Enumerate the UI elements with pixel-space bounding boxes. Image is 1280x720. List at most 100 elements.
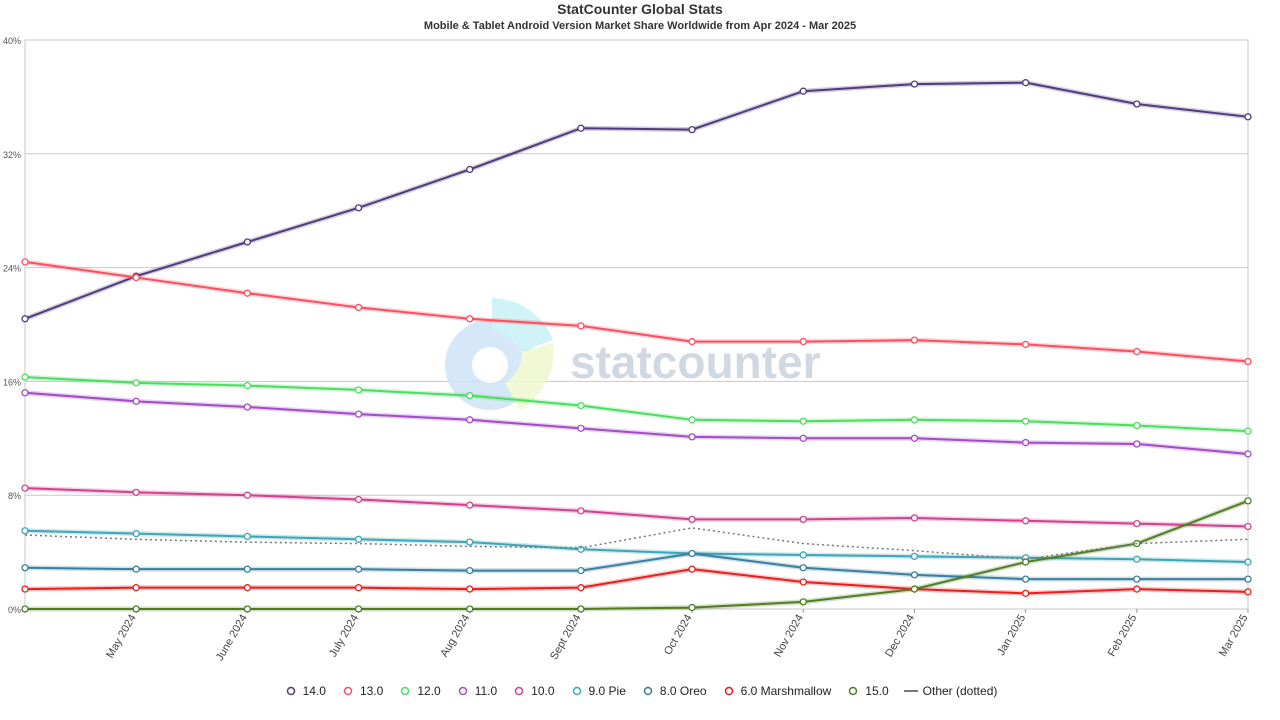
data-point-15-0 (799, 598, 807, 606)
data-point-10-0 (132, 488, 140, 497)
data-point-10-0 (21, 484, 29, 492)
line-chart: statcounter 0% 8% 16% 24% 32% 40% May 2024 June… (3, 36, 1252, 664)
legend-label: 14.0 (302, 684, 326, 698)
data-point-6-0-marshmallow (132, 584, 140, 592)
series-line-12-0 (24, 376, 1249, 433)
data-point-11-0 (688, 433, 696, 441)
data-point-11-0 (132, 397, 140, 405)
y-tick-label: 24% (3, 264, 21, 274)
data-point-9-0-pie (21, 527, 29, 535)
series-line-15-0 (25, 499, 1249, 610)
legend-label: 10.0 (531, 684, 555, 698)
legend-marker (286, 686, 295, 696)
legend-item[interactable]: 15.0 (845, 684, 889, 698)
data-point-12-0 (466, 391, 474, 400)
legend-label: 11.0 (474, 684, 498, 698)
y-tick-label: 8% (8, 491, 21, 501)
data-point-15-0 (910, 585, 919, 593)
data-point-15-0 (466, 605, 474, 613)
series-line-6-0-marshmallow (24, 568, 1249, 595)
data-point-8-0-oreo (688, 549, 696, 558)
data-point-14-0 (577, 124, 585, 132)
data-point-15-0 (577, 605, 585, 613)
series-line-11-0 (24, 391, 1249, 455)
data-point-6-0-marshmallow (21, 585, 29, 593)
legend-item[interactable]: 10.0 (511, 684, 555, 698)
data-point-14-0 (688, 125, 696, 134)
x-tick-label: Nov 2024 (772, 613, 806, 660)
x-tick-label: June 2024 (214, 613, 250, 664)
data-point-12-0 (910, 416, 919, 424)
data-point-13-0 (132, 273, 140, 282)
x-tick-label: Aug 2024 (438, 613, 472, 660)
data-point-12-0 (243, 382, 252, 390)
x-tick-label: Sept 2024 (548, 613, 583, 662)
series-line-13-0 (24, 260, 1249, 363)
data-point-10-0 (688, 515, 696, 524)
data-point-12-0 (21, 373, 29, 381)
data-point-6-0-marshmallow (354, 584, 363, 592)
data-point-10-0 (466, 501, 474, 509)
y-tick-label: 40% (3, 36, 21, 46)
data-point-9-0-pie (799, 551, 807, 559)
watermark-logo-cyan (492, 298, 553, 352)
data-point-8-0-oreo (1133, 575, 1141, 583)
watermark-logo-yellow (505, 343, 554, 410)
data-point-12-0 (354, 386, 363, 394)
x-tick-label: May 2024 (104, 613, 139, 661)
data-point-6-0-marshmallow (688, 565, 696, 573)
data-point-11-0 (354, 410, 363, 418)
x-tick-label: Feb 2025 (1106, 613, 1140, 659)
data-point-11-0 (1021, 438, 1030, 447)
y-tick-label: 32% (3, 150, 21, 160)
data-point-14-0 (354, 204, 363, 212)
data-point-6-0-marshmallow (1244, 588, 1252, 596)
data-point-14-0 (243, 238, 252, 246)
data-point-8-0-oreo (243, 565, 252, 573)
watermark-logo-hole (472, 347, 508, 383)
legend-item[interactable]: 8.0 Oreo (640, 684, 707, 698)
legend-label: Other (dotted) (922, 684, 998, 698)
legend-marker (724, 686, 733, 696)
watermark-text: statcounter (570, 336, 821, 388)
legend-label: 12.0 (417, 684, 441, 698)
legend-item[interactable]: 9.0 Pie (569, 684, 626, 698)
data-point-8-0-oreo (466, 566, 474, 575)
data-point-13-0 (243, 289, 252, 297)
data-point-12-0 (1133, 421, 1141, 430)
legend-item[interactable]: 13.0 (340, 684, 383, 698)
chart-subtitle: Mobile & Tablet Android Version Market S… (423, 20, 857, 32)
legend-item[interactable]: 12.0 (397, 684, 441, 698)
data-point-6-0-marshmallow (1021, 589, 1030, 598)
data-point-14-0 (799, 87, 807, 95)
x-tick-label: Dec 2024 (883, 613, 917, 660)
legend-marker (514, 686, 524, 696)
legend-item[interactable]: 11.0 (455, 684, 497, 698)
x-tick-label: Oct 2024 (662, 613, 695, 658)
x-tick-label: Mar 2025 (1217, 613, 1251, 659)
series-line-8-0-oreo (24, 552, 1248, 581)
legend-item[interactable]: Other (dotted) (903, 684, 998, 698)
chart-legend: 14.0 13.0 12.0 11.0 10.0 9.0 Pie 8.0 Oreo 6.0 M… (0, 684, 1280, 698)
data-point-13-0 (1021, 340, 1030, 349)
data-point-15-0 (21, 605, 29, 613)
data-point-10-0 (1244, 522, 1252, 531)
data-point-9-0-pie (466, 538, 474, 546)
legend-item[interactable]: 6.0 Marshmallow (721, 684, 831, 698)
data-point-12-0 (1021, 417, 1030, 425)
data-point-10-0 (799, 515, 807, 524)
data-point-12-0 (688, 416, 696, 424)
data-point-11-0 (466, 416, 474, 424)
data-point-13-0 (799, 337, 807, 346)
data-point-10-0 (243, 491, 252, 499)
data-point-6-0-marshmallow (577, 584, 585, 592)
data-point-10-0 (1133, 520, 1141, 528)
data-point-13-0 (466, 315, 474, 323)
legend-item[interactable]: 14.0 (283, 684, 326, 698)
data-point-11-0 (799, 434, 807, 442)
data-point-11-0 (1244, 450, 1252, 458)
data-point-9-0-pie (577, 545, 585, 553)
data-point-10-0 (354, 495, 363, 504)
x-tick-label: Jan 2025 (995, 613, 1028, 658)
data-point-8-0-oreo (910, 571, 919, 579)
